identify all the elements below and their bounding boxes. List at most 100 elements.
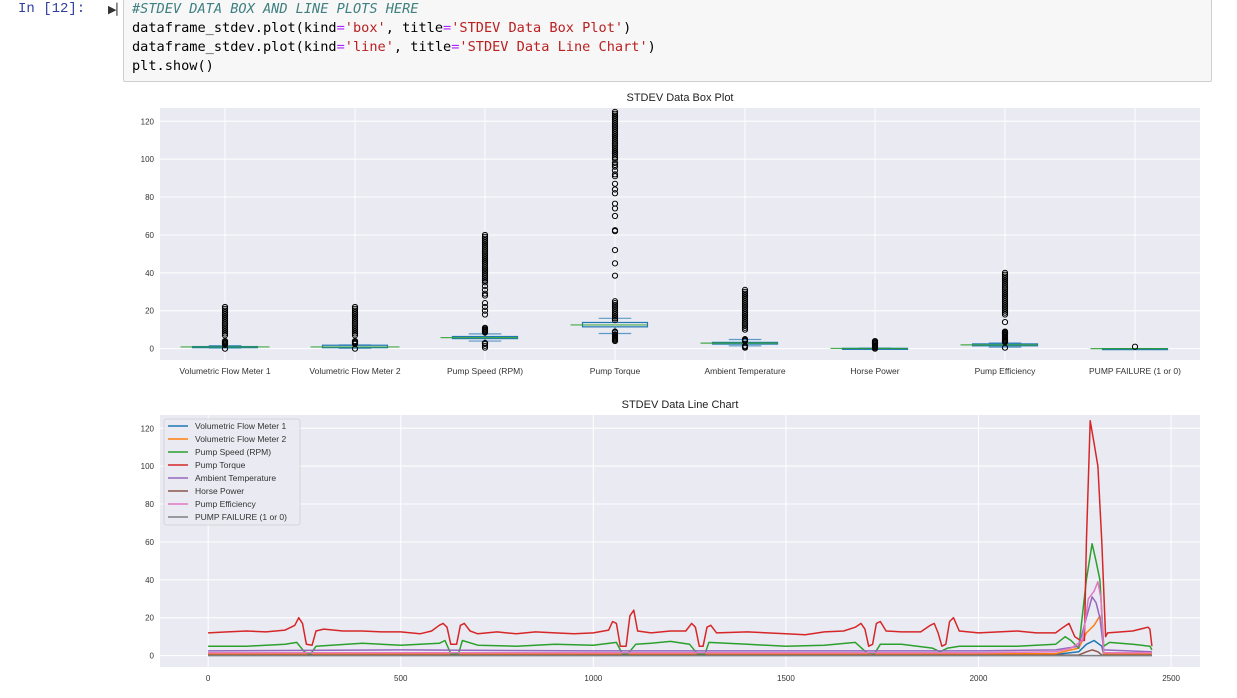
flier: [1131, 343, 1139, 350]
x-tick-label: 1500: [777, 674, 795, 683]
legend-label: Volumetric Flow Meter 2: [195, 434, 286, 444]
flier: [481, 290, 489, 297]
flier: [351, 307, 359, 314]
flier: [741, 286, 749, 293]
x-tick-label: 2000: [970, 674, 988, 683]
series-line-pump-torque: [208, 419, 1153, 647]
flier: [611, 298, 619, 305]
code-token: , title: [393, 39, 452, 55]
y-tick-label: 20: [145, 307, 154, 316]
y-tick-label: 0: [150, 652, 155, 661]
flier: [741, 336, 749, 343]
legend-label: Ambient Temperature: [195, 473, 276, 483]
y-tick-label: 20: [145, 614, 154, 623]
flier: [1001, 319, 1009, 326]
code-token: 'STDEV Data Line Chart': [459, 39, 648, 55]
flier: [481, 342, 489, 349]
x-tick-label: Horse Power: [850, 366, 899, 376]
code-line: #STDEV DATA BOX AND LINE PLOTS HERE: [132, 0, 656, 19]
flier: [611, 301, 619, 309]
series-line-ambient-temperature: [208, 596, 1152, 653]
box-plot-area: [160, 108, 1200, 360]
flier: [871, 337, 879, 345]
flier: [611, 331, 619, 338]
flier: [221, 305, 229, 312]
flier: [611, 190, 619, 197]
x-tick-label: 0: [206, 674, 211, 683]
code-token: =: [336, 20, 345, 36]
legend-label: Pump Speed (RPM): [195, 447, 271, 457]
y-tick-label: 60: [145, 231, 154, 240]
flier: [481, 303, 489, 311]
code-token: =: [451, 39, 460, 55]
y-tick-label: 60: [145, 538, 154, 547]
code-token: 'STDEV Data Box Plot': [451, 20, 624, 36]
flier: [611, 260, 619, 267]
x-tick-label: Ambient Temperature: [704, 366, 785, 376]
flier: [611, 110, 619, 117]
cell-prompt: In [12]:: [18, 1, 86, 17]
code-token: #STDEV DATA BOX AND LINE PLOTS HERE: [132, 1, 419, 17]
y-tick-label: 100: [141, 462, 155, 471]
flier: [351, 305, 359, 312]
y-tick-label: 120: [141, 424, 155, 433]
flier: [221, 307, 229, 314]
code-token: , title: [385, 20, 444, 36]
x-tick-label: PUMP FAILURE (1 or 0): [1089, 366, 1181, 376]
code-line: dataframe_stdev.plot(kind='box', title='…: [132, 19, 656, 38]
y-tick-label: 0: [150, 345, 155, 354]
flier: [611, 180, 619, 187]
x-tick-label: 1000: [584, 674, 602, 683]
flier: [481, 286, 489, 293]
code-line: plt.show(): [132, 57, 656, 76]
legend-label: Pump Torque: [195, 460, 246, 470]
x-tick-label: Volumetric Flow Meter 1: [179, 366, 270, 376]
line-plot-area: [160, 415, 1200, 667]
flier: [611, 247, 619, 254]
series-line-pump-efficiency: [208, 580, 1152, 654]
y-tick-label: 80: [145, 500, 154, 509]
code-cell[interactable]: #STDEV DATA BOX AND LINE PLOTS HERE dataf…: [123, 0, 1212, 82]
x-tick-label: Pump Speed (RPM): [447, 366, 523, 376]
code-token: =: [443, 20, 452, 36]
legend-label: Pump Efficiency: [195, 499, 257, 509]
flier: [1001, 271, 1009, 278]
flier: [1001, 328, 1009, 335]
box-plot-title: STDEV Data Box Plot: [627, 92, 734, 104]
run-cell-icon[interactable]: ▶▏: [108, 4, 125, 16]
legend-label: Horse Power: [195, 486, 244, 496]
code-token: 'box': [344, 20, 386, 36]
flier: [611, 200, 619, 207]
flier: [611, 108, 619, 115]
code-token: plt.show(): [132, 58, 214, 74]
code-token: dataframe_stdev.plot(kind: [132, 20, 337, 36]
flier: [481, 324, 489, 331]
x-tick-label: 500: [394, 674, 408, 683]
code-editor[interactable]: #STDEV DATA BOX AND LINE PLOTS HERE dataf…: [132, 0, 656, 76]
y-tick-label: 100: [141, 155, 155, 164]
flier: [611, 171, 619, 178]
flier: [611, 212, 619, 220]
flier: [741, 290, 749, 297]
flier: [1001, 269, 1009, 276]
code-token: 'line': [344, 39, 394, 55]
flier: [611, 112, 619, 119]
flier: [481, 233, 489, 240]
legend-label: Volumetric Flow Meter 1: [195, 421, 286, 431]
flier: [611, 300, 619, 307]
flier: [481, 311, 489, 318]
flier: [611, 227, 619, 234]
flier: [1001, 273, 1009, 280]
legend-box: [163, 418, 301, 526]
y-tick-label: 40: [145, 269, 154, 278]
code-token: dataframe_stdev.plot(kind: [132, 39, 337, 55]
flier: [611, 163, 619, 170]
flier: [611, 272, 619, 279]
flier: [481, 307, 489, 314]
x-tick-label: Pump Efficiency: [975, 366, 1037, 376]
flier: [221, 303, 229, 311]
flier: [611, 328, 619, 335]
line-chart-title: STDEV Data Line Chart: [622, 399, 739, 411]
code-line: dataframe_stdev.plot(kind='line', title=…: [132, 38, 656, 57]
